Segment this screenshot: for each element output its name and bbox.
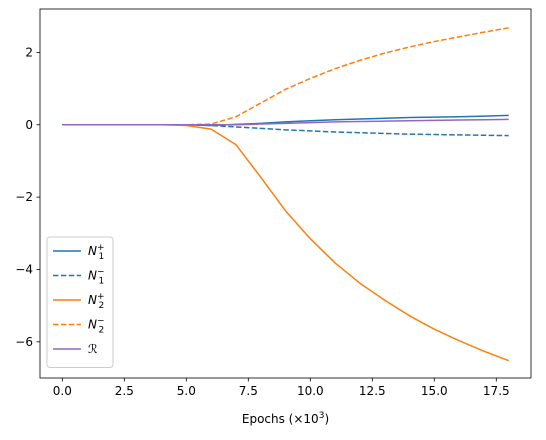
y-tick-label: −4 (15, 262, 33, 276)
x-axis: 0.0 2.5 5.0 7.5 10.0 12.5 15.0 17.5 (53, 378, 510, 398)
y-tick-label: 2 (25, 45, 33, 59)
x-axis-title-suffix: ) (324, 412, 329, 426)
x-tick-label: 7.5 (239, 384, 258, 398)
legend-label: ℛ (88, 342, 98, 356)
series-line-4 (62, 118, 509, 126)
series-line-3 (62, 27, 509, 126)
plot-frame (39, 8, 532, 379)
legend-box (46, 236, 114, 368)
legend: N+ 1 N− 1 N+ 2 N− 2 ℛ (46, 236, 114, 368)
series-line-2 (62, 124, 509, 362)
series-layer (62, 27, 509, 362)
legend-label: N− 2 (88, 317, 105, 336)
legend-label: N+ 2 (88, 292, 105, 311)
legend-label: N+ 1 (88, 243, 105, 262)
x-tick-label: 5.0 (177, 384, 196, 398)
x-tick-label: 0.0 (53, 384, 72, 398)
series-line-1 (62, 124, 509, 137)
y-tick-label: 0 (25, 118, 33, 132)
x-axis-title: Epochs (×103) (242, 411, 329, 426)
y-axis: −6 −4 −2 0 2 (15, 45, 40, 349)
x-tick-label: 12.5 (359, 384, 386, 398)
legend-label: N− 1 (88, 268, 105, 287)
x-tick-label: 2.5 (115, 384, 134, 398)
y-tick-label: −2 (15, 190, 33, 204)
x-tick-label: 10.0 (297, 384, 324, 398)
y-tick-label: −6 (15, 335, 33, 349)
x-tick-label: 15.0 (421, 384, 448, 398)
x-axis-title-exponent: 3 (319, 411, 325, 421)
x-tick-label: 17.5 (483, 384, 510, 398)
x-axis-title-text: Epochs (×10 (242, 412, 319, 426)
